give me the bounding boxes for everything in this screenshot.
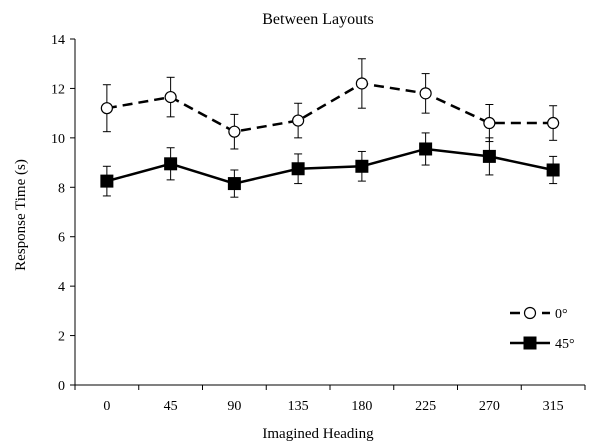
y-tick-label: 8 xyxy=(58,181,65,196)
data-point xyxy=(546,163,560,177)
data-point xyxy=(419,142,433,156)
data-point xyxy=(227,177,241,191)
x-tick-label: 45 xyxy=(164,399,178,414)
x-tick-label: 90 xyxy=(227,399,241,414)
legend-label: 0° xyxy=(555,307,568,322)
y-tick-label: 14 xyxy=(51,33,65,48)
x-axis: 0 45 90 135 180 225 270 315 xyxy=(74,384,586,414)
x-tick-label: 315 xyxy=(543,399,564,414)
x-tick-label: 135 xyxy=(288,399,309,414)
data-point xyxy=(164,157,178,171)
y-tick-label: 0 xyxy=(58,379,65,394)
x-axis-title: Imagined Heading xyxy=(262,426,374,442)
series-0 xyxy=(100,58,560,150)
series-layer xyxy=(100,58,560,198)
x-tick-label: 0 xyxy=(103,399,110,414)
data-point xyxy=(100,174,114,188)
y-axis-title: Response Time (s) xyxy=(13,159,29,271)
x-tick-label: 180 xyxy=(351,399,372,414)
data-point xyxy=(419,87,432,100)
series-line xyxy=(106,147,554,185)
data-point xyxy=(164,90,177,104)
legend-marker xyxy=(523,336,537,350)
data-point xyxy=(547,116,560,130)
data-point xyxy=(228,125,241,138)
data-point xyxy=(291,162,305,176)
y-tick-label: 6 xyxy=(58,231,65,246)
y-tick-label: 4 xyxy=(58,280,65,295)
y-axis: 0 2 4 6 8 10 12 14 xyxy=(51,33,76,394)
legend-label: 45° xyxy=(555,337,575,352)
data-point xyxy=(482,149,496,163)
y-tick-label: 12 xyxy=(51,82,65,97)
x-tick-label: 270 xyxy=(479,399,500,414)
x-tick-label: 225 xyxy=(415,399,436,414)
data-point xyxy=(483,116,496,130)
legend: 0° 45° xyxy=(510,306,575,352)
data-point xyxy=(355,159,369,173)
y-tick-label: 10 xyxy=(51,132,65,147)
data-point xyxy=(292,114,305,127)
series-1 xyxy=(100,132,560,198)
data-point xyxy=(100,102,113,115)
legend-marker xyxy=(523,306,537,320)
data-point xyxy=(355,77,368,90)
y-tick-label: 2 xyxy=(58,330,65,345)
chart-title: Between Layouts xyxy=(262,11,374,28)
